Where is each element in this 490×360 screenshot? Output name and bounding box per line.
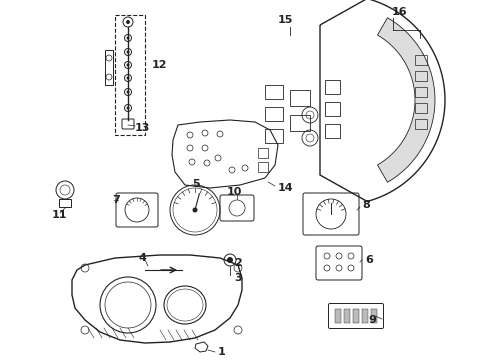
Bar (415, 87, 427, 97)
Bar (265, 107, 283, 121)
Text: 4: 4 (138, 253, 146, 263)
Circle shape (126, 36, 129, 40)
Bar (353, 309, 359, 323)
Text: 7: 7 (112, 195, 120, 205)
Text: 13: 13 (135, 123, 150, 133)
Bar (258, 148, 268, 158)
Text: 9: 9 (368, 315, 376, 325)
Circle shape (126, 20, 130, 24)
Text: 1: 1 (218, 347, 226, 357)
Bar (115, 15, 145, 135)
Bar (290, 115, 310, 131)
Bar (325, 80, 340, 94)
Bar (415, 103, 427, 113)
Bar (362, 309, 368, 323)
Bar (371, 309, 377, 323)
Bar (325, 124, 340, 138)
Text: 11: 11 (52, 210, 68, 220)
Text: 14: 14 (278, 183, 294, 193)
Bar (265, 129, 283, 143)
Text: 10: 10 (226, 187, 242, 197)
Bar (290, 90, 310, 106)
Circle shape (126, 50, 129, 54)
Text: 6: 6 (365, 255, 373, 265)
Circle shape (126, 90, 129, 94)
Circle shape (227, 257, 233, 263)
Circle shape (126, 63, 129, 67)
Circle shape (126, 77, 129, 80)
Circle shape (193, 207, 197, 212)
Text: 15: 15 (278, 15, 294, 25)
Bar (415, 71, 427, 81)
Bar (335, 309, 341, 323)
Text: 3: 3 (234, 273, 242, 283)
Circle shape (126, 107, 129, 109)
Bar (105, 50, 113, 85)
Text: 8: 8 (362, 200, 370, 210)
Bar (258, 162, 268, 172)
Bar (325, 102, 340, 116)
Bar (265, 85, 283, 99)
Text: 2: 2 (234, 258, 242, 268)
Bar (415, 55, 427, 65)
Text: 16: 16 (392, 7, 408, 17)
Bar (415, 119, 427, 129)
Text: 5: 5 (192, 179, 199, 189)
Bar (344, 309, 350, 323)
Text: 12: 12 (152, 60, 168, 70)
Bar (59, 199, 71, 207)
Polygon shape (377, 18, 435, 182)
